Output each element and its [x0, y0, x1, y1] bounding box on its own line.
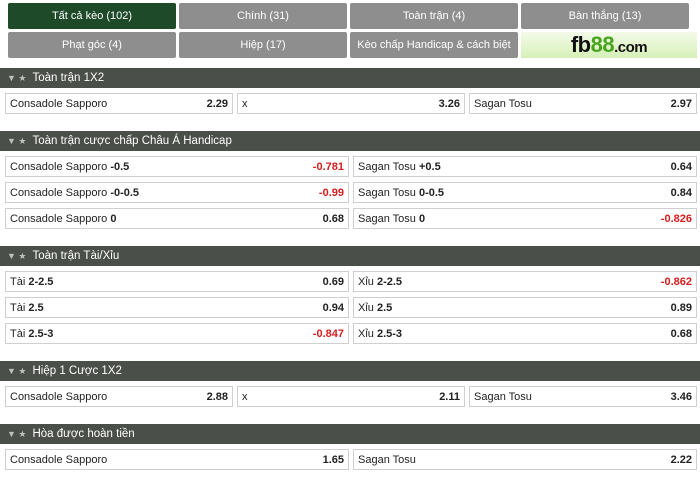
odds-cell[interactable]: Consadole Sapporo 2.88: [5, 386, 233, 407]
odds-value: -0.781: [312, 161, 344, 173]
odds-cell[interactable]: Xỉu 2-2.5 -0.862: [353, 271, 697, 292]
selection-name: Tài: [10, 276, 26, 288]
odds-cell[interactable]: Consadole Sapporo 1.65: [5, 449, 349, 470]
collapse-icon: ▼ ★: [7, 429, 27, 439]
handicap-line: 2.5: [28, 302, 44, 314]
logo[interactable]: fb88.com: [521, 32, 697, 58]
filter-tab[interactable]: Hiệp (17): [179, 32, 347, 58]
selection-name: Consadole Sapporo: [10, 98, 108, 110]
odds-value: 2.11: [439, 391, 460, 403]
section-title: Hiệp 1 Cược 1X2: [32, 365, 122, 377]
section-header[interactable]: ▼ ★ Toàn trận cược chấp Châu Á Handicap: [0, 131, 700, 151]
odds-cell[interactable]: Sagan Tosu 2.97: [469, 93, 697, 114]
odds-value: 0.89: [670, 302, 692, 314]
odds-value: 3.46: [670, 391, 692, 403]
collapse-icon: ▼ ★: [7, 73, 27, 83]
section-header[interactable]: ▼ ★ Toàn trận 1X2: [0, 68, 700, 88]
collapse-icon: ▼ ★: [7, 366, 27, 376]
handicap-line: 0-0.5: [418, 187, 445, 199]
section-title: Toàn trận 1X2: [32, 72, 105, 84]
odds-cell[interactable]: Sagan Tosu +0.5 0.64: [353, 156, 697, 177]
odds-cell[interactable]: Xỉu 2.5-3 0.68: [353, 323, 697, 344]
selection-name: Tài: [10, 328, 26, 340]
odds-value: -0.847: [312, 328, 344, 340]
odds-value: 0.68: [322, 213, 344, 225]
selection-name: Sagan Tosu: [474, 98, 532, 110]
logo-text: .com: [614, 39, 648, 56]
odds-cell[interactable]: Tài 2.5-3 -0.847: [5, 323, 349, 344]
selection-name: Sagan Tosu: [358, 454, 416, 466]
selection-name: x: [242, 391, 248, 403]
odds-cell[interactable]: x 3.26: [237, 93, 465, 114]
filter-tab[interactable]: Bàn thắng (13): [521, 3, 689, 29]
section-header[interactable]: ▼ ★ Hòa được hoàn tiền: [0, 424, 700, 444]
selection-name: Xỉu: [358, 328, 374, 340]
selection-name: Consadole Sapporo: [10, 161, 108, 173]
odds-cell[interactable]: Sagan Tosu 0-0.5 0.84: [353, 182, 697, 203]
odds-cell[interactable]: x 2.11: [237, 386, 465, 407]
logo-text: 88: [590, 32, 615, 57]
selection-name: Sagan Tosu: [358, 187, 416, 199]
odds-value: 1.65: [322, 454, 344, 466]
selection-name: Consadole Sapporo: [10, 454, 108, 466]
odds-value: 0.84: [670, 187, 692, 199]
logo-text: fb: [570, 32, 591, 57]
handicap-line: 2.5-3: [28, 328, 54, 340]
selection-name: Sagan Tosu: [358, 213, 416, 225]
filter-tab[interactable]: Chính (31): [179, 3, 347, 29]
handicap-line: -0-0.5: [110, 187, 140, 199]
filter-tab[interactable]: Toàn trận (4): [350, 3, 518, 29]
collapse-icon: ▼ ★: [7, 136, 27, 146]
odds-value: 0.68: [670, 328, 692, 340]
odds-cell[interactable]: Sagan Tosu 3.46: [469, 386, 697, 407]
odds-value: -0.99: [318, 187, 344, 199]
odds-cell[interactable]: Sagan Tosu 2.22: [353, 449, 697, 470]
selection-name: Xỉu: [358, 302, 374, 314]
selection-name: Tài: [10, 302, 26, 314]
section-header[interactable]: ▼ ★ Toàn trận Tài/Xỉu: [0, 246, 700, 266]
section-header[interactable]: ▼ ★ Hiệp 1 Cược 1X2: [0, 361, 700, 381]
odds-value: 2.22: [670, 454, 692, 466]
handicap-line: 2-2.5: [28, 276, 54, 288]
filter-tab[interactable]: Phạt góc (4): [8, 32, 176, 58]
selection-name: Sagan Tosu: [358, 161, 416, 173]
selection-name: Consadole Sapporo: [10, 391, 108, 403]
handicap-line: -0.5: [110, 161, 130, 173]
odds-value: -0.862: [660, 276, 692, 288]
selection-name: Xỉu: [358, 276, 374, 288]
collapse-icon: ▼ ★: [7, 251, 27, 261]
odds-value: 2.88: [206, 391, 228, 403]
odds-cell[interactable]: Consadole Sapporo 2.29: [5, 93, 233, 114]
filter-tab[interactable]: Tất cả kèo (102): [8, 3, 176, 29]
odds-value: 2.97: [670, 98, 692, 110]
handicap-line: 2-2.5: [376, 276, 403, 288]
odds-value: -0.826: [660, 213, 692, 225]
handicap-line: 2.5: [376, 302, 393, 314]
handicap-line: 0: [110, 213, 117, 225]
odds-cell[interactable]: Consadole Sapporo -0.5 -0.781: [5, 156, 349, 177]
odds-value: 0.64: [670, 161, 692, 173]
odds-value: 0.69: [322, 276, 344, 288]
odds-cell[interactable]: Consadole Sapporo 0 0.68: [5, 208, 349, 229]
odds-cell[interactable]: Sagan Tosu 0 -0.826: [353, 208, 697, 229]
section-title: Hòa được hoàn tiền: [32, 428, 135, 440]
selection-name: x: [242, 98, 248, 110]
handicap-line: 0: [418, 213, 426, 225]
selection-name: Consadole Sapporo: [10, 213, 108, 225]
odds-cell[interactable]: Consadole Sapporo -0-0.5 -0.99: [5, 182, 349, 203]
handicap-line: 2.5-3: [376, 328, 403, 340]
odds-value: 0.94: [322, 302, 344, 314]
selection-name: Sagan Tosu: [474, 391, 532, 403]
selection-name: Consadole Sapporo: [10, 187, 108, 199]
odds-cell[interactable]: Xỉu 2.5 0.89: [353, 297, 697, 318]
odds-value: 2.29: [206, 98, 228, 110]
odds-value: 3.26: [438, 98, 460, 110]
section-title: Toàn trận cược chấp Châu Á Handicap: [32, 135, 232, 147]
filter-tab[interactable]: Kèo chấp Handicap & cách biệt (3): [350, 32, 518, 77]
odds-cell[interactable]: Tài 2-2.5 0.69: [5, 271, 349, 292]
section-title: Toàn trận Tài/Xỉu: [32, 250, 120, 262]
handicap-line: +0.5: [418, 161, 441, 173]
odds-cell[interactable]: Tài 2.5 0.94: [5, 297, 349, 318]
